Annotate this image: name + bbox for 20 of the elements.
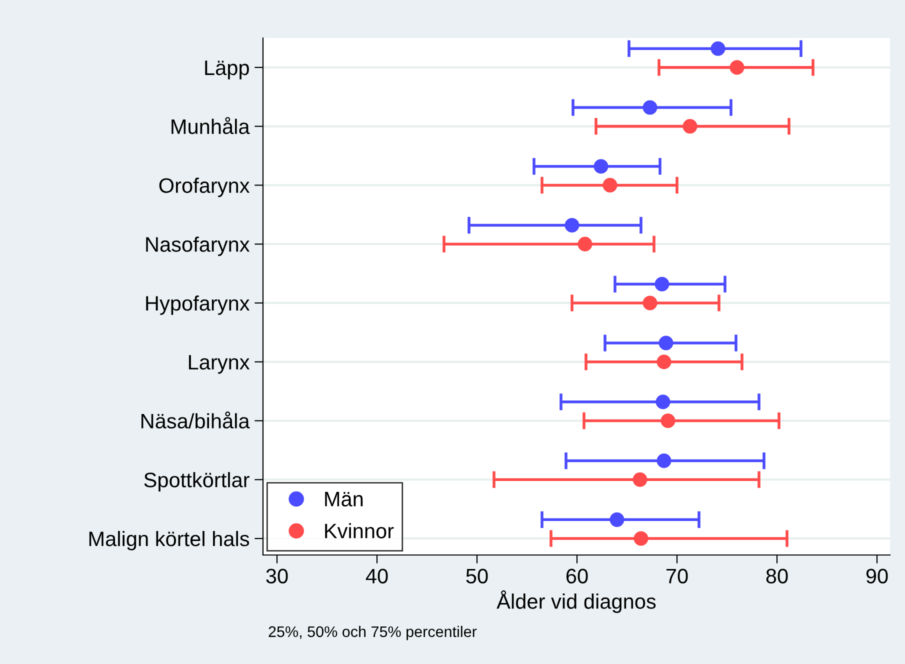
y-tick-label: Larynx [188,355,250,374]
y-tick-label: Näsa/bihåla [141,412,250,428]
x-tick-label: 30 [266,568,288,584]
x-tick-label: 90 [866,568,888,584]
legend-label: Män [325,492,363,506]
text: 25%, 50% och 75% percentiler [268,626,477,640]
x-tick-label: 50 [466,568,488,584]
y-tick-label: Spottkörtlar [144,472,250,492]
y-tick-label: Malign körtel hals [89,530,250,550]
y-tick-label: Munhåla [172,117,250,134]
legend-label: Kvinnor [325,523,394,538]
x-tick-label: 80 [766,568,788,584]
y-tick-label: Hypofarynx [146,295,250,315]
x-tick-label: 40 [366,568,388,584]
y-tick-label: Orofarynx [159,178,250,198]
y-tick-label: Läpp [205,60,249,80]
y-tick-label: Nasofarynx [146,236,250,256]
x-tick-label: 70 [666,568,688,584]
x-axis-title: Ålder vid diagnos [496,590,656,613]
x-tick-label: 60 [566,568,588,584]
